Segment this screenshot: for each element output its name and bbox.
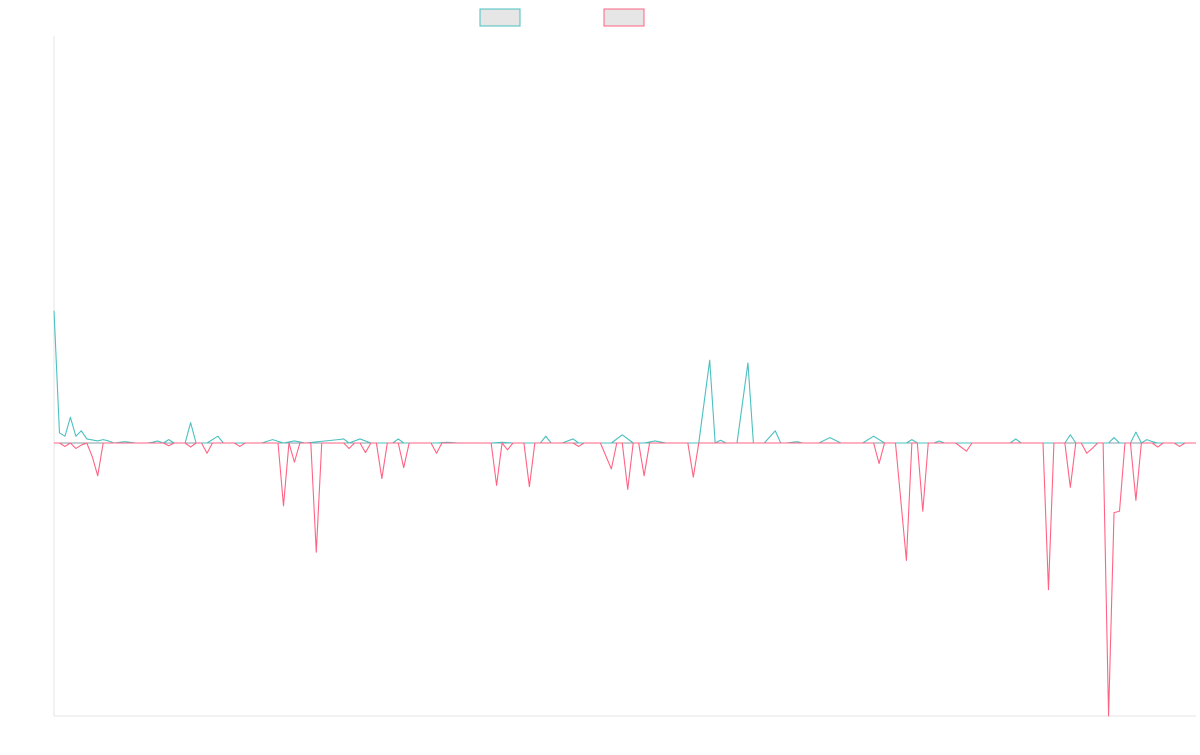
series-group: [53, 310, 1196, 717]
series-line-2: [54, 442, 1196, 717]
axes: [53, 36, 1196, 717]
legend-swatch-2[interactable]: [603, 8, 645, 27]
series-line-1: [53, 310, 1196, 444]
legend: [479, 8, 645, 27]
legend-swatch-1[interactable]: [479, 8, 521, 27]
